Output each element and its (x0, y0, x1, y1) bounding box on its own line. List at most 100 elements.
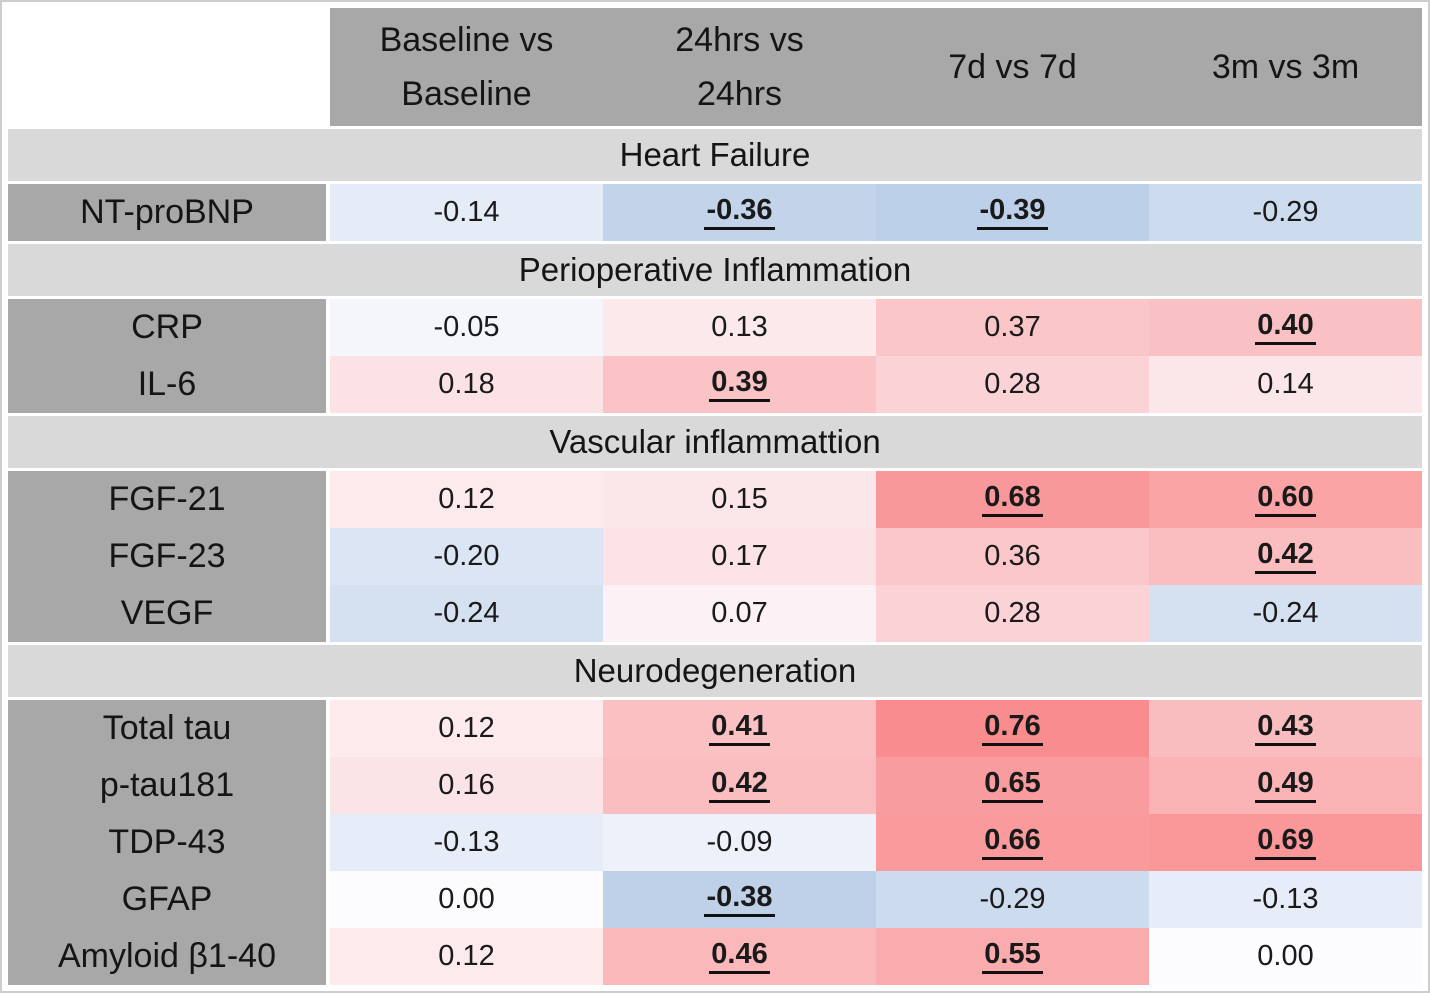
correlation-value: 0.60 (1255, 481, 1316, 518)
value-cell: 0.00 (330, 871, 603, 928)
correlation-value: 0.42 (709, 767, 770, 804)
correlation-value: -0.13 (1252, 883, 1319, 915)
correlation-value: -0.24 (1252, 597, 1319, 629)
value-cell: 0.07 (603, 585, 876, 642)
correlation-value: 0.66 (982, 824, 1043, 861)
value-cell: 0.28 (876, 585, 1149, 642)
value-cell: 0.46 (603, 928, 876, 985)
correlation-value: 0.42 (1255, 538, 1316, 575)
correlation-value: 0.39 (709, 366, 770, 403)
column-header-3: 7d vs 7d (948, 47, 1077, 86)
correlation-value: -0.29 (1252, 196, 1319, 228)
table-header-row: Baseline vs Baseline 24hrs vs 24hrs 7d vs … (8, 8, 1422, 126)
correlation-value: 0.36 (984, 540, 1041, 572)
value-cell: -0.14 (330, 184, 603, 241)
correlation-value: 0.12 (438, 712, 495, 744)
column-headers: Baseline vs Baseline 24hrs vs 24hrs 7d vs … (330, 8, 1422, 126)
correlation-value: -0.38 (704, 881, 775, 918)
correlation-value: -0.20 (433, 540, 500, 572)
value-cell: 0.12 (330, 928, 603, 985)
row-label-column: CRP IL-6 (8, 299, 326, 413)
row-label: NT-proBNP (80, 193, 254, 231)
correlation-value: 0.12 (438, 940, 495, 972)
value-cell: 0.68 (876, 471, 1149, 528)
value-cell: 0.13 (603, 299, 876, 356)
correlation-value: 0.18 (438, 368, 495, 400)
value-cell: -0.36 (603, 184, 876, 241)
value-cell: 0.37 (876, 299, 1149, 356)
value-cell: 0.39 (603, 356, 876, 413)
value-cell: -0.24 (330, 585, 603, 642)
value-cell: -0.38 (603, 871, 876, 928)
value-cell: 0.00 (1149, 928, 1422, 985)
section-title: Vascular inflammattion (549, 423, 881, 460)
section-body: FGF-21 FGF-23 VEGF 0.12 0.15 0.68 0.60 -0.20 0.1… (8, 471, 1422, 642)
value-cell: 0.16 (330, 757, 603, 814)
value-cell: 0.42 (1149, 528, 1422, 585)
row-label-column: FGF-21 FGF-23 VEGF (8, 471, 326, 642)
correlation-value: 0.69 (1255, 824, 1316, 861)
correlation-value: -0.24 (433, 597, 500, 629)
value-cell: 0.15 (603, 471, 876, 528)
correlation-value: 0.07 (711, 597, 768, 629)
value-cell: -0.24 (1149, 585, 1422, 642)
value-cell: -0.20 (330, 528, 603, 585)
column-header-4: 3m vs 3m (1211, 47, 1360, 86)
row-label: p-tau181 (99, 766, 235, 804)
section-body: Total tau p-tau181 TDP-43 GFAP Amyloid β1-40… (8, 700, 1422, 985)
correlation-value: -0.39 (977, 194, 1048, 231)
section-body: NT-proBNP -0.14 -0.36 -0.39 -0.29 (8, 184, 1422, 241)
section-body: CRP IL-6 -0.05 0.13 0.37 0.40 0.18 0.39 0.28 0.14 (8, 299, 1422, 413)
table-sections: Heart Failure NT-proBNP -0.14 -0.36 -0.39 -0.… (8, 129, 1422, 985)
correlation-value: -0.09 (706, 826, 773, 858)
row-label: GFAP (121, 880, 213, 918)
value-cell: -0.39 (876, 184, 1149, 241)
column-header-2: 24hrs vs 24hrs (675, 20, 804, 113)
row-label: TDP-43 (108, 823, 226, 861)
correlation-value: -0.13 (433, 826, 500, 858)
correlation-value: -0.05 (433, 311, 500, 343)
value-cell: 0.49 (1149, 757, 1422, 814)
row-label-column: NT-proBNP (8, 184, 326, 241)
value-cell: 0.28 (876, 356, 1149, 413)
section-title: Neurodegeneration (573, 652, 857, 689)
value-cell: 0.76 (876, 700, 1149, 757)
value-cell: 0.69 (1149, 814, 1422, 871)
correlation-value: 0.68 (982, 481, 1043, 518)
correlation-value: 0.00 (1257, 940, 1314, 972)
correlation-value: 0.16 (438, 769, 495, 801)
row-label: Amyloid β1-40 (58, 937, 276, 975)
section-title: Perioperative Inflammation (518, 251, 912, 288)
value-cell: 0.12 (330, 700, 603, 757)
correlation-value: 0.46 (709, 938, 770, 975)
value-grid: 0.12 0.41 0.76 0.43 0.16 0.42 0.65 0.49 -0.13 -0.… (330, 700, 1422, 985)
value-cell: 0.42 (603, 757, 876, 814)
row-label: IL-6 (137, 365, 197, 403)
correlation-value: -0.29 (979, 883, 1046, 915)
value-cell: 0.17 (603, 528, 876, 585)
value-grid: 0.12 0.15 0.68 0.60 -0.20 0.17 0.36 0.42 -0.24 0.… (330, 471, 1422, 642)
section-band-2: Perioperative Inflammation (8, 244, 1422, 296)
row-label: FGF-23 (108, 537, 226, 575)
correlation-value: 0.65 (982, 767, 1043, 804)
value-grid: -0.05 0.13 0.37 0.40 0.18 0.39 0.28 0.14 (330, 299, 1422, 413)
value-cell: -0.05 (330, 299, 603, 356)
section-band-1: Heart Failure (8, 129, 1422, 181)
value-cell: -0.13 (330, 814, 603, 871)
value-cell: 0.14 (1149, 356, 1422, 413)
value-cell: 0.43 (1149, 700, 1422, 757)
section-title: Heart Failure (619, 136, 811, 173)
value-cell: -0.29 (876, 871, 1149, 928)
correlation-value: 0.13 (711, 311, 768, 343)
value-cell: -0.29 (1149, 184, 1422, 241)
row-label: VEGF (120, 594, 214, 632)
correlation-value: 0.37 (984, 311, 1041, 343)
value-cell: 0.41 (603, 700, 876, 757)
value-cell: 0.60 (1149, 471, 1422, 528)
value-cell: -0.09 (603, 814, 876, 871)
value-cell: 0.65 (876, 757, 1149, 814)
value-cell: -0.13 (1149, 871, 1422, 928)
value-cell: 0.40 (1149, 299, 1422, 356)
row-label: CRP (131, 308, 203, 346)
section-band-4: Neurodegeneration (8, 645, 1422, 697)
